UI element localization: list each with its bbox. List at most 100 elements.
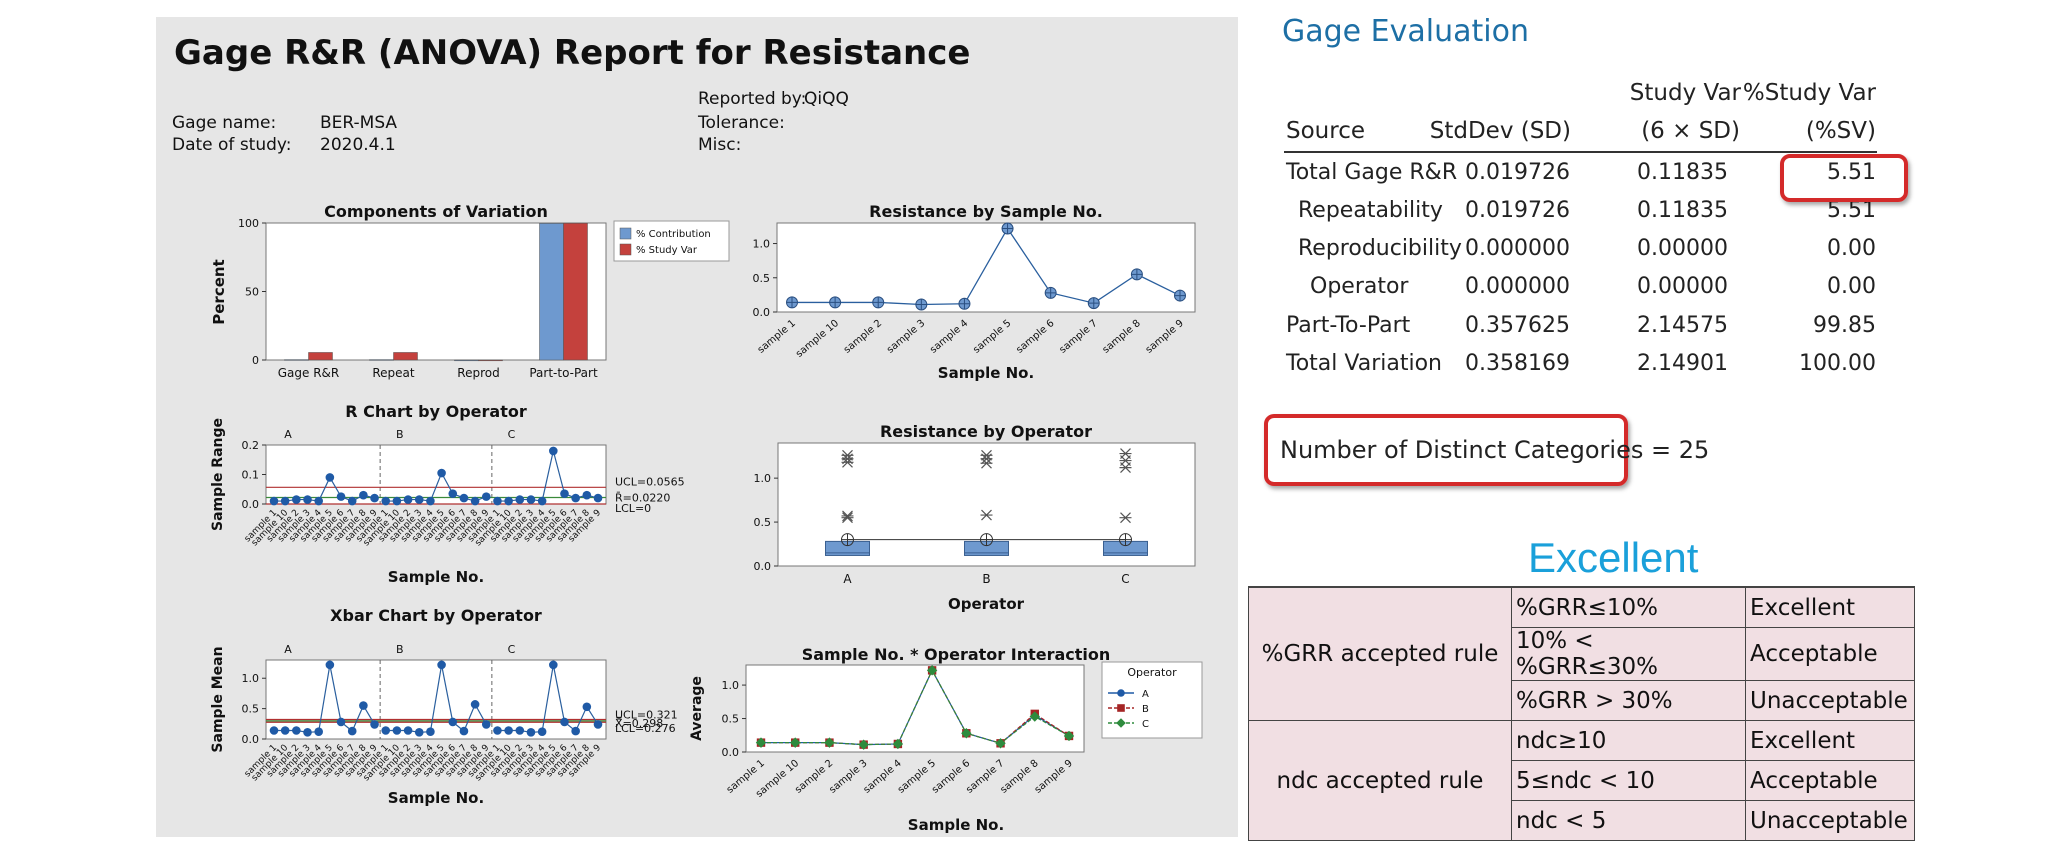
misc-label: Misc:	[698, 135, 742, 155]
row-sd: 0.019726	[1465, 160, 1570, 185]
data-point	[336, 717, 346, 727]
x-tick-label: Gage R&R	[278, 366, 340, 380]
data-point	[437, 468, 446, 478]
table-row: ndc accepted rule ndc≥10 Excellent	[1248, 720, 1915, 841]
data-point	[926, 665, 938, 676]
header-source: Source	[1286, 118, 1365, 144]
y-tick-label: 1.0	[722, 679, 740, 692]
chart-title: Sample No. * Operator Interaction	[802, 645, 1111, 664]
data-point	[755, 737, 767, 748]
y-tick-label: 0.5	[722, 713, 740, 726]
y-tick-label: 100	[238, 217, 259, 230]
data-point	[515, 726, 525, 735]
data-point	[448, 717, 458, 727]
y-tick-label: 0.0	[754, 560, 772, 573]
x-tick-label: A	[843, 572, 852, 586]
data-point	[560, 717, 569, 727]
rule-result: Excellent	[1745, 720, 1915, 761]
data-point	[292, 726, 301, 735]
data-point	[560, 489, 569, 498]
point-cross	[829, 296, 841, 308]
data-point	[269, 496, 279, 506]
data-point	[314, 496, 323, 506]
x-tick-label: sample 8	[1101, 318, 1143, 356]
legend-label: A	[1142, 689, 1149, 700]
y-tick-label: 1.0	[242, 672, 260, 685]
data-point	[403, 495, 413, 504]
legend-swatch	[619, 243, 632, 256]
row-pct: 0.00	[1827, 274, 1876, 299]
data-point	[414, 495, 424, 504]
ndc-rule-label: ndc accepted rule	[1248, 720, 1512, 841]
x-axis-label: Sample No.	[908, 816, 1004, 834]
header-studyvar-1: Study Var	[1629, 80, 1741, 106]
x-tick-label: sample 4	[928, 318, 970, 356]
lcl-label: LCL=0.276	[615, 722, 676, 735]
table-row: %GRR accepted rule %GRR≤10% Excellent	[1248, 586, 1915, 721]
gage-name-label: Gage name:	[172, 113, 277, 133]
row-sv: 0.11835	[1637, 198, 1728, 223]
data-point	[504, 496, 513, 506]
data-point	[504, 726, 513, 735]
data-point	[526, 728, 536, 737]
data-point	[526, 495, 536, 504]
y-tick-label: 0.5	[753, 272, 771, 285]
row-pct: 5.51	[1827, 160, 1876, 185]
x-tick-label: sample 3	[885, 318, 927, 356]
series-line	[497, 450, 599, 502]
data-point	[426, 496, 435, 506]
rule-condition: 10% < %GRR≤30%	[1511, 627, 1746, 681]
bar	[454, 359, 479, 362]
rule-result: Unacceptable	[1745, 680, 1915, 721]
bar	[478, 359, 503, 362]
data-point	[269, 726, 279, 735]
rule-condition: %GRR > 30%	[1511, 680, 1746, 721]
rule-result: Excellent	[1745, 586, 1915, 628]
data-point	[403, 726, 413, 735]
series-line	[761, 669, 1070, 746]
gage-evaluation-title: Gage Evaluation	[1282, 14, 1529, 49]
table-row: ndc < 5 Unacceptable	[1249, 800, 1915, 841]
outlier	[980, 449, 993, 461]
x-tick-label: Reprod	[457, 366, 499, 380]
x-tick-label: sample 7	[1057, 318, 1099, 356]
rule-condition: 5≤ndc < 10	[1511, 760, 1746, 801]
y-tick-label: 50	[245, 286, 259, 299]
y-tick-label: 1.0	[753, 238, 771, 251]
data-point	[370, 493, 379, 503]
rule-result: Acceptable	[1745, 627, 1915, 681]
chart-title: Resistance by Sample No.	[869, 202, 1103, 221]
data-point	[347, 496, 357, 506]
date-value: 2020.4.1	[320, 135, 396, 155]
reported-by-label: Reported by:	[698, 89, 807, 109]
table-row: %GRR > 30% Unacceptable	[1249, 680, 1915, 721]
outlier	[1119, 448, 1132, 459]
lcl-label: LCL=0	[615, 502, 651, 515]
data-point	[961, 728, 972, 739]
legend-swatch	[619, 227, 632, 240]
row-sd: 0.358169	[1465, 351, 1570, 376]
row-sv: 2.14901	[1637, 351, 1728, 376]
rules-table: %GRR accepted rule %GRR≤10% Excellent 10…	[1248, 586, 1915, 841]
ucl-label: UCL=0.0565	[615, 475, 685, 488]
group-label: C	[508, 428, 516, 441]
data-point	[359, 701, 368, 710]
group-label: C	[508, 643, 516, 656]
ndc-box: Number of Distinct Categories = 25	[1264, 414, 1709, 486]
x-axis-label: Sample No.	[938, 364, 1034, 382]
row-sd: 0.000000	[1465, 236, 1570, 261]
data-point	[515, 495, 525, 504]
row-sv: 0.11835	[1637, 160, 1728, 185]
center-label: X̿=0.298	[615, 716, 663, 730]
series-line	[497, 664, 599, 733]
row-sv: 2.14575	[1637, 313, 1728, 338]
data-point	[437, 660, 446, 670]
header-rule	[1284, 151, 1877, 153]
x-tick-label: sample 2	[842, 318, 884, 356]
highlight-grr-box	[1780, 154, 1908, 202]
chart-title: Components of Variation	[324, 202, 548, 221]
bar	[563, 222, 588, 361]
data-point	[470, 700, 480, 709]
data-point	[582, 702, 592, 712]
plot-area	[265, 444, 607, 505]
